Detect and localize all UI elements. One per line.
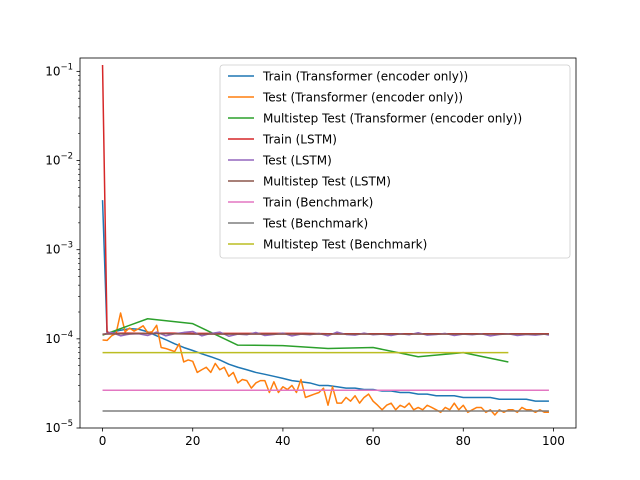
legend-label: Test (Transformer (encoder only)) [262, 91, 463, 105]
chart-legend: Train (Transformer (encoder only)) Test (… [219, 64, 571, 259]
x-tick-label: 20 [185, 434, 200, 448]
y-tick-label: 10−2 [45, 152, 73, 168]
x-tick-label: 80 [456, 434, 471, 448]
legend-box [219, 64, 571, 259]
legend-label: Test (Benchmark) [262, 217, 368, 231]
y-tick-label: 10−3 [45, 241, 73, 257]
series-line-1 [101, 200, 549, 402]
legend-label: Train (LSTM) [262, 133, 337, 147]
series-layer [101, 64, 550, 416]
x-tick-label: 100 [542, 434, 565, 448]
legend-label: Multistep Test (Benchmark) [263, 238, 427, 252]
legend-label: Train (Benchmark) [262, 196, 373, 210]
x-tick-label: 40 [275, 434, 290, 448]
series-line-2 [102, 312, 549, 416]
legend-label: Multistep Test (Transformer (encoder onl… [263, 112, 522, 126]
axis-layer: 0 20 40 60 80 100 10−5 10−4 10−3 10−2 10−1 [45, 62, 565, 448]
legend-label: Test (LSTM) [262, 154, 332, 168]
y-tick-label: 10−4 [45, 330, 73, 346]
legend-label: Train (Transformer (encoder only)) [262, 70, 468, 84]
y-tick-label: 10−1 [45, 62, 73, 78]
series-line-6 [102, 332, 549, 335]
y-tick-label: 10−5 [45, 419, 73, 435]
x-tick-label: 0 [99, 434, 107, 448]
x-tick-label: 60 [365, 434, 380, 448]
legend-label: Multistep Test (LSTM) [263, 175, 391, 189]
series-line-3 [102, 318, 509, 363]
plot-frame [79, 57, 577, 429]
